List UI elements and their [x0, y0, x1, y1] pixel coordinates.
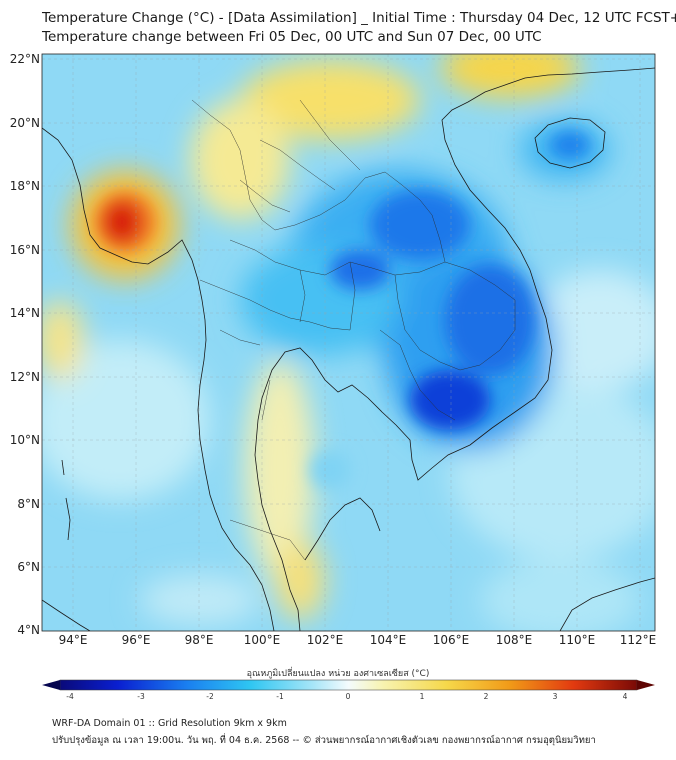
lat-label: 18°N	[9, 179, 40, 193]
map-title-line1: Temperature Change (°C) - [Data Assimila…	[42, 10, 676, 26]
colorbar-tick: -3	[137, 692, 145, 701]
colorbar-tick: 2	[483, 692, 489, 701]
colorbar-gradient	[59, 679, 638, 691]
colorbar-tick: 0	[345, 692, 351, 701]
lat-label: 10°N	[9, 433, 40, 447]
coastlines	[42, 67, 655, 631]
lat-label: 12°N	[9, 370, 40, 384]
colorbar-title: อุณหภูมิเปลี่ยนแปลง หน่วย องศาเซลเซียส (…	[246, 669, 430, 679]
lat-label: 4°N	[17, 623, 40, 637]
colorbar-tick: -2	[206, 692, 214, 701]
colorbar-tick: -1	[276, 692, 284, 701]
lat-label: 6°N	[17, 560, 40, 574]
lon-label: 104°E	[369, 633, 407, 647]
map-title-line2: Temperature change between Fri 05 Dec, 0…	[42, 29, 542, 45]
lat-label: 22°N	[9, 52, 40, 66]
footer-update-info: ปรับปรุงข้อมูล ณ เวลา 19:00น. วัน พฤ. ที…	[52, 735, 596, 746]
lon-label: 108°E	[495, 633, 533, 647]
colorbar-tick: 1	[419, 692, 425, 701]
lon-label: 98°E	[184, 633, 214, 647]
colorbar-tick: -4	[66, 692, 74, 701]
lat-label: 20°N	[9, 116, 40, 130]
lon-label: 96°E	[121, 633, 151, 647]
province-borders	[191, 99, 516, 561]
lat-label: 8°N	[17, 497, 40, 511]
colorbar-min-arrow	[42, 680, 60, 690]
lon-label: 110°E	[558, 633, 596, 647]
colorbar	[42, 679, 655, 691]
footer-model-info: WRF-DA Domain 01 :: Grid Resolution 9km …	[52, 718, 287, 729]
temperature-field	[42, 54, 655, 631]
plot-frame	[41, 53, 656, 632]
lon-label: 106°E	[432, 633, 470, 647]
lat-label: 14°N	[9, 306, 40, 320]
lon-label: 100°E	[243, 633, 281, 647]
lat-label: 16°N	[9, 243, 40, 257]
colorbar-max-arrow	[637, 680, 655, 690]
lon-label: 102°E	[306, 633, 344, 647]
lon-label: 94°E	[58, 633, 88, 647]
colorbar-tick: 4	[622, 692, 628, 701]
graticule	[42, 54, 655, 631]
lon-label: 112°E	[619, 633, 657, 647]
colorbar-tick: 3	[552, 692, 558, 701]
